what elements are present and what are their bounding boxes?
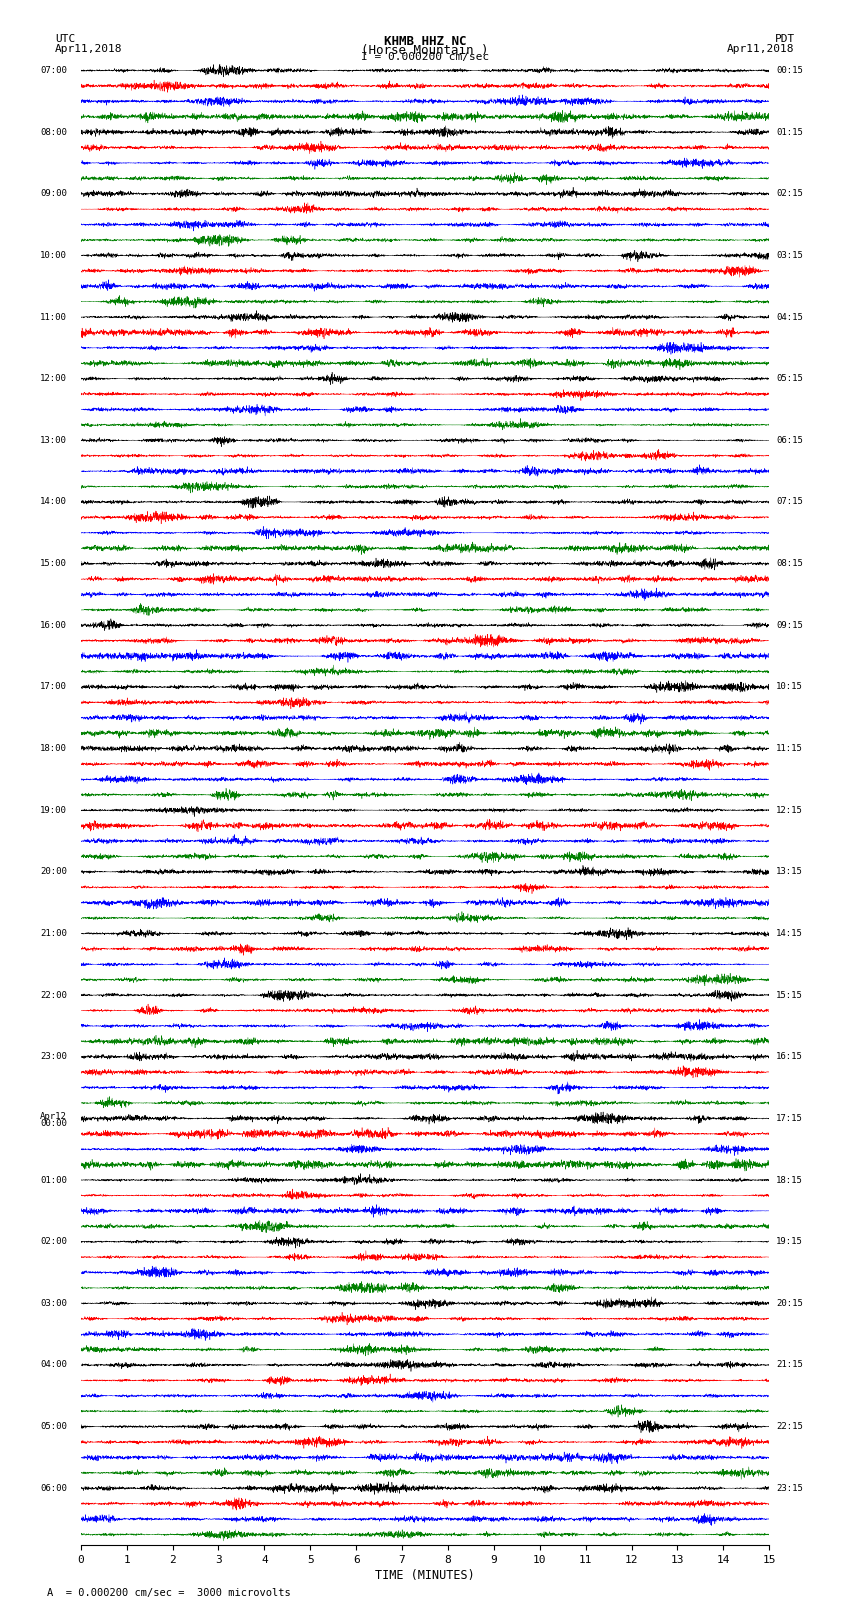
Text: Apr12: Apr12 [40,1111,67,1121]
Text: 23:15: 23:15 [776,1484,803,1492]
Text: 23:00: 23:00 [40,1052,67,1061]
Text: 06:00: 06:00 [40,1484,67,1492]
Text: PDT: PDT [774,34,795,44]
Text: 02:00: 02:00 [40,1237,67,1247]
Text: 14:00: 14:00 [40,497,67,506]
Text: 03:00: 03:00 [40,1298,67,1308]
Text: 18:00: 18:00 [40,744,67,753]
Text: 14:15: 14:15 [776,929,803,937]
Text: 22:15: 22:15 [776,1423,803,1431]
Text: 21:15: 21:15 [776,1360,803,1369]
Text: 06:15: 06:15 [776,436,803,445]
Text: 01:15: 01:15 [776,127,803,137]
Text: 00:15: 00:15 [776,66,803,74]
Text: 05:15: 05:15 [776,374,803,384]
Text: 09:15: 09:15 [776,621,803,629]
Text: 07:15: 07:15 [776,497,803,506]
Text: 12:15: 12:15 [776,805,803,815]
Text: 17:15: 17:15 [776,1115,803,1123]
Text: 18:15: 18:15 [776,1176,803,1184]
Text: 19:00: 19:00 [40,805,67,815]
Text: 10:15: 10:15 [776,682,803,692]
Text: Apr11,2018: Apr11,2018 [55,44,122,53]
Text: 01:00: 01:00 [40,1176,67,1184]
Text: 16:15: 16:15 [776,1052,803,1061]
Text: 08:00: 08:00 [40,127,67,137]
Text: 07:00: 07:00 [40,66,67,74]
Text: 13:00: 13:00 [40,436,67,445]
Text: (Horse Mountain ): (Horse Mountain ) [361,44,489,56]
Text: 04:00: 04:00 [40,1360,67,1369]
Text: 05:00: 05:00 [40,1423,67,1431]
Text: I = 0.000200 cm/sec: I = 0.000200 cm/sec [361,52,489,63]
Text: 09:00: 09:00 [40,189,67,198]
Text: 16:00: 16:00 [40,621,67,629]
Text: 15:00: 15:00 [40,560,67,568]
Text: 21:00: 21:00 [40,929,67,937]
Text: 03:15: 03:15 [776,252,803,260]
Text: A  = 0.000200 cm/sec =  3000 microvolts: A = 0.000200 cm/sec = 3000 microvolts [47,1587,291,1597]
X-axis label: TIME (MINUTES): TIME (MINUTES) [375,1569,475,1582]
Text: 11:15: 11:15 [776,744,803,753]
Text: 19:15: 19:15 [776,1237,803,1247]
Text: KHMB HHZ NC: KHMB HHZ NC [383,35,467,48]
Text: 17:00: 17:00 [40,682,67,692]
Text: 12:00: 12:00 [40,374,67,384]
Text: 20:15: 20:15 [776,1298,803,1308]
Text: 22:00: 22:00 [40,990,67,1000]
Text: 10:00: 10:00 [40,252,67,260]
Text: 04:15: 04:15 [776,313,803,321]
Text: 02:15: 02:15 [776,189,803,198]
Text: Apr11,2018: Apr11,2018 [728,44,795,53]
Text: UTC: UTC [55,34,76,44]
Text: 08:15: 08:15 [776,560,803,568]
Text: 20:00: 20:00 [40,868,67,876]
Text: 11:00: 11:00 [40,313,67,321]
Text: 00:00: 00:00 [40,1118,67,1127]
Text: 15:15: 15:15 [776,990,803,1000]
Text: 13:15: 13:15 [776,868,803,876]
